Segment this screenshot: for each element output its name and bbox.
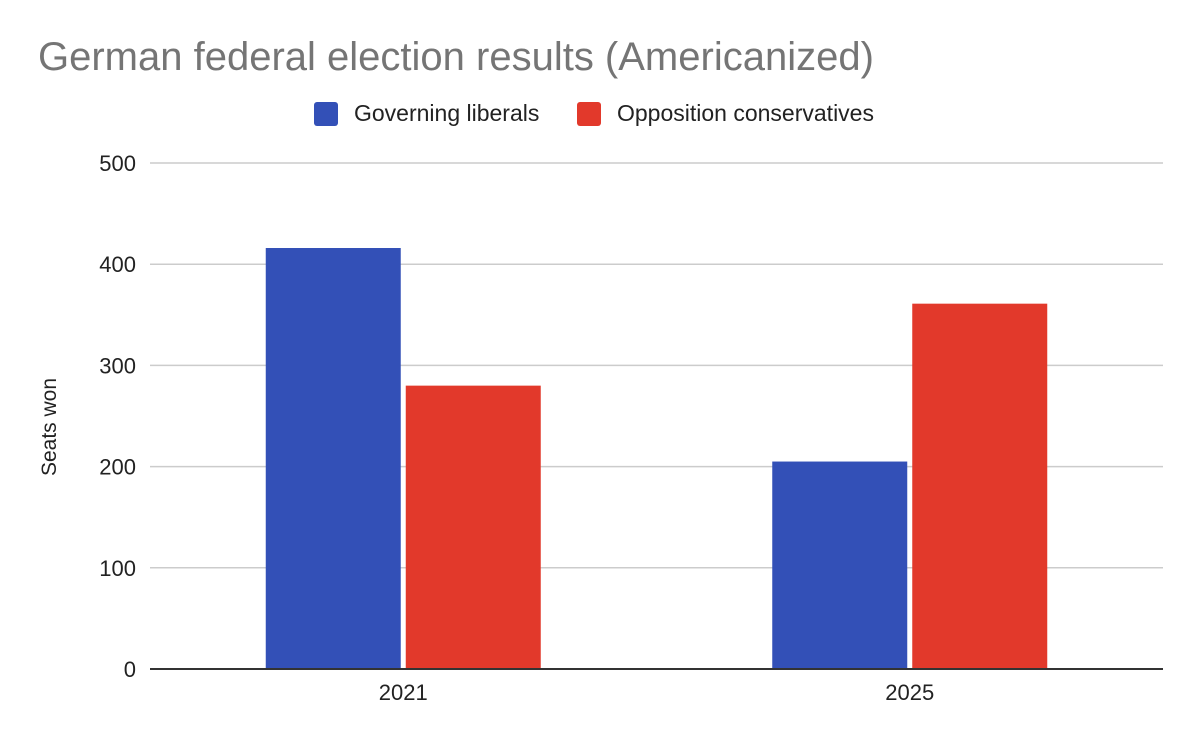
y-tick-label: 500 [99, 151, 136, 176]
x-axis-ticks: 2021 2025 [379, 680, 934, 705]
y-axis-label: Seats won [38, 378, 61, 476]
x-tick-label: 2021 [379, 680, 428, 705]
bars [265, 248, 1048, 669]
bar-governing-liberals-2021 [265, 248, 401, 669]
legend: Governing liberals Opposition conservati… [314, 100, 874, 126]
chart-title: German federal election results (America… [38, 35, 874, 79]
legend-swatch-governing-liberals [314, 102, 338, 126]
bar-opposition-conservatives-2025 [912, 303, 1048, 669]
legend-swatch-opposition-conservatives [577, 102, 601, 126]
legend-label-opposition-conservatives: Opposition conservatives [617, 100, 874, 126]
y-tick-label: 100 [99, 556, 136, 581]
bar-governing-liberals-2025 [772, 461, 908, 669]
y-axis-ticks: 0 100 200 300 400 500 [99, 151, 136, 682]
x-tick-label: 2025 [885, 680, 934, 705]
y-tick-label: 200 [99, 455, 136, 480]
y-tick-label: 300 [99, 353, 136, 378]
legend-label-governing-liberals: Governing liberals [354, 100, 539, 126]
bar-opposition-conservatives-2021 [405, 385, 541, 669]
y-tick-label: 0 [124, 657, 136, 682]
y-tick-label: 400 [99, 252, 136, 277]
